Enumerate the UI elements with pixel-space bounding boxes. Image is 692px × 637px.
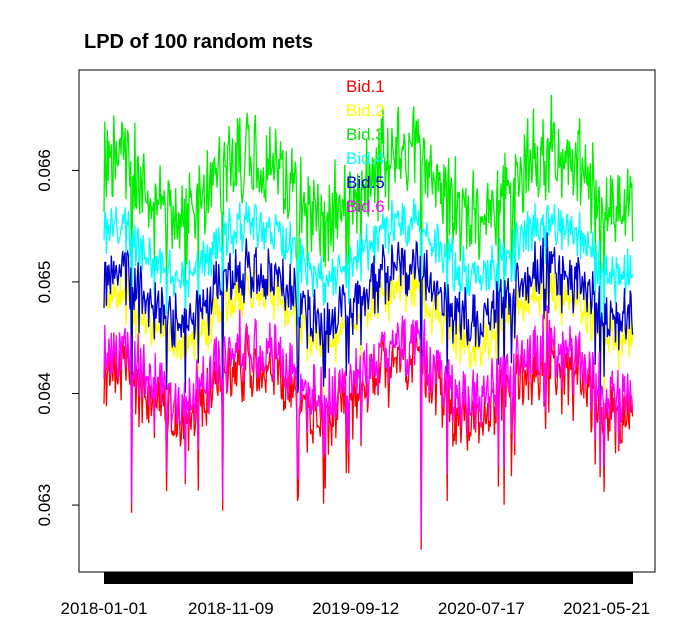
x-tick-label: 2018-01-01 bbox=[61, 599, 148, 618]
series-line-bid-1 bbox=[103, 324, 634, 550]
legend-entry: Bid.2 bbox=[346, 101, 385, 120]
x-axis: 2018-01-01 2018-11-09 2019-09-12 2020-07-17… bbox=[61, 572, 650, 618]
y-axis: 0.063 0.064 0.065 0.066 bbox=[35, 149, 80, 527]
x-tick-label: 2021-05-21 bbox=[563, 599, 650, 618]
series-line-bid-4 bbox=[103, 198, 634, 467]
legend-entry: Bid.4 bbox=[346, 149, 385, 168]
x-axis-tick-band bbox=[104, 572, 633, 584]
legend-entry: Bid.6 bbox=[346, 197, 385, 216]
y-tick-label: 0.064 bbox=[35, 372, 54, 415]
y-tick-label: 0.066 bbox=[35, 149, 54, 192]
series-line-bid-3 bbox=[103, 94, 634, 426]
x-tick-label: 2020-07-17 bbox=[438, 599, 525, 618]
chart-title: LPD of 100 random nets bbox=[84, 31, 313, 53]
legend-entry: Bid.1 bbox=[346, 77, 385, 96]
legend-entry: Bid.5 bbox=[346, 173, 385, 192]
y-tick-label: 0.065 bbox=[35, 261, 54, 304]
legend: Bid.1 Bid.2 Bid.3 Bid.4 Bid.5 Bid.6 bbox=[346, 77, 385, 216]
legend-entry: Bid.3 bbox=[346, 125, 385, 144]
x-tick-label: 2019-09-12 bbox=[312, 599, 399, 618]
series-lines bbox=[103, 94, 634, 550]
series-line-bid-5 bbox=[103, 232, 634, 493]
y-tick-label: 0.063 bbox=[35, 484, 54, 527]
series-line-bid-6 bbox=[103, 305, 634, 540]
x-tick-label: 2018-11-09 bbox=[188, 599, 274, 618]
